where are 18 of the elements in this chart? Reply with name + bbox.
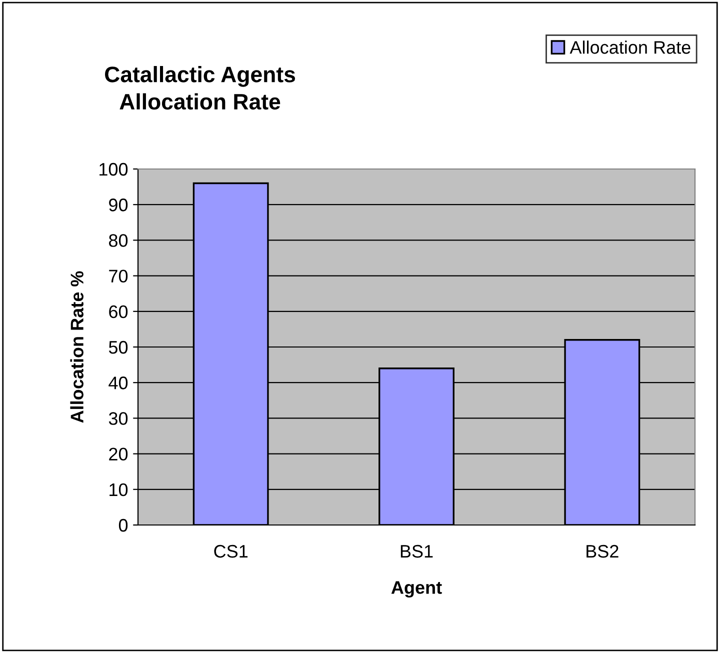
y-tick-label: 30 [108, 412, 128, 425]
chart-title: Catallactic Agents Allocation Rate [105, 66, 296, 110]
x-tick-label: CS1 [214, 544, 248, 558]
y-tick-label: 40 [108, 376, 128, 390]
y-axis-title: Allocation Rate % [70, 271, 84, 423]
x-axis-title: Agent [391, 581, 442, 598]
x-tick-label: BS1 [400, 544, 433, 558]
y-tick-label: 70 [109, 270, 128, 283]
y-tick-label: 50 [108, 340, 128, 354]
y-tick-label: 60 [109, 305, 128, 318]
y-tick-label: 20 [109, 448, 128, 461]
y-tick-label: 80 [108, 234, 128, 247]
y-tick-label: 100 [100, 162, 128, 176]
legend-label: Allocation Rate [570, 40, 690, 54]
y-tick-label: 90 [109, 198, 128, 212]
y-tick-label: 0 [118, 518, 128, 532]
x-tick-label: BS2 [586, 544, 618, 558]
y-tick-label: 10 [110, 483, 128, 496]
